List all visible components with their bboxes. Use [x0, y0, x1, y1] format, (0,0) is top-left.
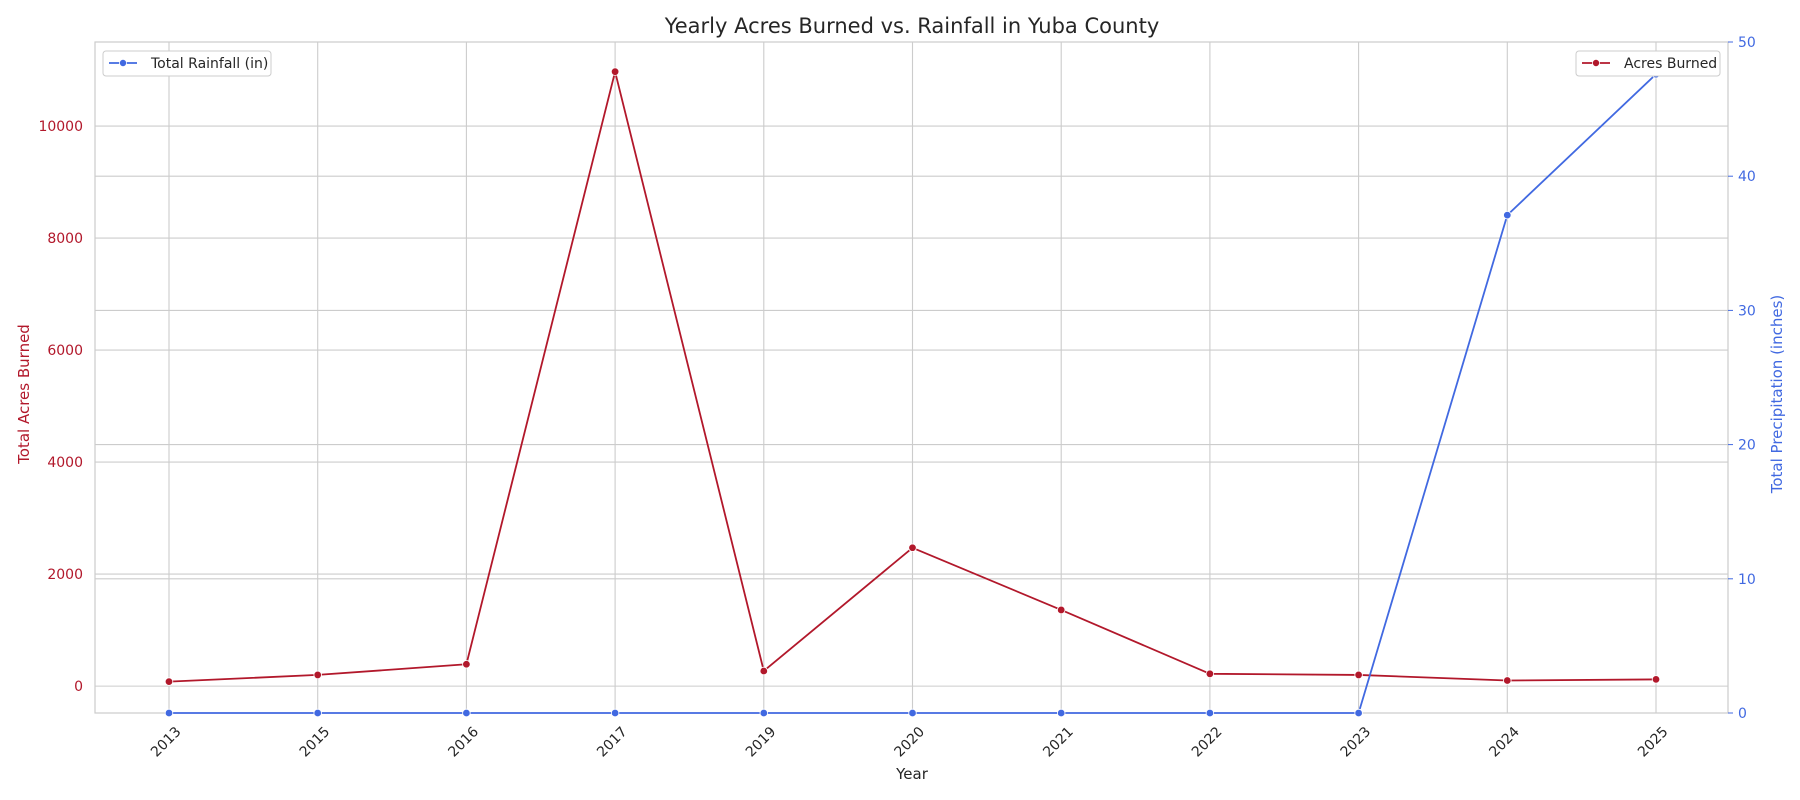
data-point-total-rainfall-in — [1354, 708, 1363, 718]
legend-acres-box — [1575, 50, 1721, 77]
y-left-tick-label: 2000 — [47, 567, 83, 583]
y-right-tick-label: 0 — [1738, 706, 1747, 722]
data-point-total-rainfall-in — [313, 708, 322, 718]
grid-layer — [95, 41, 1728, 714]
data-point-total-rainfall-in — [164, 708, 174, 718]
legend-acres-label: Acres Burned — [1624, 56, 1717, 72]
legend-acres: Acres Burned — [1575, 50, 1721, 77]
legend-rainfall-marker — [119, 59, 128, 68]
right-axis-ticks: 0 10 20 30 40 50 — [1728, 35, 1756, 722]
data-point-total-rainfall-in — [610, 708, 620, 718]
left-axis-ticks: 0 2000 4000 6000 8000 10000 — [38, 119, 83, 695]
y-left-tick-label: 8000 — [47, 231, 83, 247]
data-point-acres-burned — [610, 67, 620, 76]
legend-rainfall-box — [102, 50, 272, 77]
y-left-tick-label: 6000 — [47, 343, 83, 359]
data-point-total-rainfall-in — [908, 708, 917, 718]
data-point-acres-burned — [313, 670, 322, 680]
y-right-tick-label: 30 — [1738, 303, 1756, 319]
data-point-acres-burned — [759, 666, 768, 676]
data-point-acres-burned — [1503, 676, 1512, 685]
data-point-acres-burned — [1205, 669, 1215, 678]
data-point-total-rainfall-in — [1503, 210, 1512, 220]
data-point-total-rainfall-in — [1056, 708, 1066, 718]
data-point-total-rainfall-in — [462, 708, 471, 718]
data-point-total-rainfall-in — [1205, 708, 1215, 718]
data-point-acres-burned — [164, 677, 174, 686]
y-axis-right-label: Total Precipitation (inches) — [1768, 295, 1786, 495]
legend-acres-marker — [1592, 59, 1601, 68]
data-point-acres-burned — [908, 543, 917, 552]
x-axis-label: Year — [895, 765, 929, 783]
data-point-acres-burned — [1651, 675, 1661, 684]
chart-title: Yearly Acres Burned vs. Rainfall in Yuba… — [664, 14, 1160, 38]
series-layer — [164, 67, 1661, 718]
legend-rainfall: Total Rainfall (in) — [102, 50, 272, 77]
y-axis-left-label: Total Acres Burned — [15, 324, 33, 465]
data-point-total-rainfall-in — [759, 708, 768, 718]
y-right-tick-label: 20 — [1738, 438, 1756, 454]
y-right-tick-label: 10 — [1738, 572, 1756, 588]
y-left-tick-label: 0 — [74, 679, 83, 695]
y-right-tick-label: 40 — [1738, 169, 1756, 185]
y-left-tick-label: 4000 — [47, 455, 83, 471]
y-right-tick-label: 50 — [1738, 35, 1756, 51]
data-point-acres-burned — [1354, 670, 1363, 680]
data-point-acres-burned — [462, 660, 471, 669]
legend-rainfall-label: Total Rainfall (in) — [150, 56, 268, 72]
y-left-tick-label: 10000 — [38, 119, 83, 135]
data-point-acres-burned — [1056, 605, 1066, 615]
